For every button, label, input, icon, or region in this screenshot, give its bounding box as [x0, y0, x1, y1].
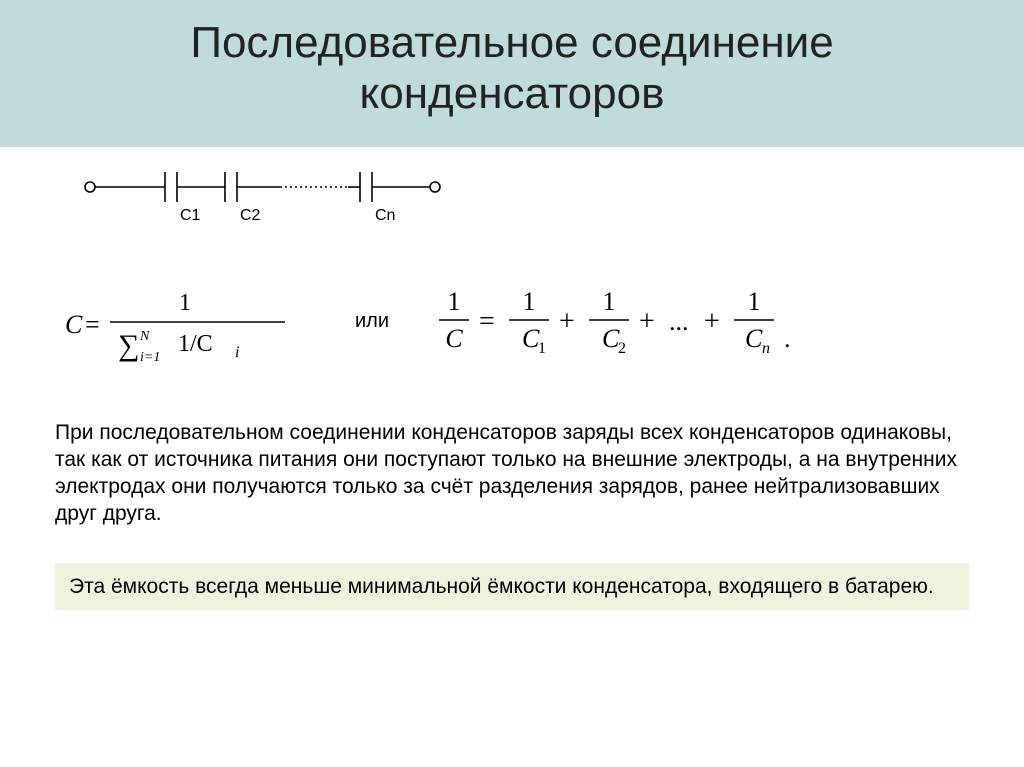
f-left-body: 1/C: [178, 331, 213, 357]
fr-lhs-bot: C: [445, 324, 463, 353]
svg-text:2: 2: [618, 340, 626, 357]
fr-lhs-top: 1: [448, 287, 461, 316]
svg-text:1: 1: [748, 287, 761, 316]
svg-text:+: +: [704, 306, 720, 337]
circuit-diagram: C1 C2 Cn: [80, 165, 969, 237]
svg-text:∑: ∑: [118, 329, 139, 362]
explanation-paragraph: При последовательном соединении конденса…: [55, 420, 969, 528]
cap-label-c1: C1: [180, 207, 201, 224]
svg-text:=: =: [479, 306, 495, 337]
svg-text:1: 1: [538, 340, 546, 357]
fr-ellipsis: ...: [669, 307, 689, 336]
cap-label-c2: C2: [240, 207, 261, 224]
note-box: Эта ёмкость всегда меньше минимальной ём…: [55, 563, 969, 610]
svg-text:1: 1: [603, 287, 616, 316]
svg-text:.: .: [784, 324, 791, 353]
svg-text:C: C: [745, 324, 763, 353]
title-bar: Последовательное соединение конденсаторо…: [0, 0, 1024, 147]
formula-sum: C = 1 ∑ N i=1 1/C i: [60, 285, 310, 365]
f-left-numer: 1: [179, 290, 191, 316]
svg-text:1/C: 1/C: [178, 331, 213, 357]
svg-text:1: 1: [523, 287, 536, 316]
svg-text:+: +: [639, 306, 655, 337]
formula-row: C = 1 ∑ N i=1 1/C i или: [60, 285, 969, 365]
f-left-body-sub: i: [235, 344, 239, 361]
or-label: или: [355, 310, 389, 333]
slide-title: Последовательное соединение конденсаторо…: [40, 18, 984, 119]
cap-label-cn: Cn: [375, 207, 395, 224]
f-left-C: C: [65, 310, 83, 339]
formula-expanded: 1 C = 1 C 1 + 1 C 2: [434, 285, 894, 365]
content-area: C1 C2 Cn C = 1 ∑ N: [0, 147, 1024, 610]
f-left-lower: i=1: [140, 350, 160, 365]
svg-text:=: =: [85, 310, 100, 339]
f-left-upper: N: [139, 329, 150, 344]
series-capacitor-circuit-svg: C1 C2 Cn: [80, 165, 450, 237]
slide: Последовательное соединение конденсаторо…: [0, 0, 1024, 767]
svg-text:+: +: [559, 306, 575, 337]
svg-text:n: n: [762, 340, 770, 357]
